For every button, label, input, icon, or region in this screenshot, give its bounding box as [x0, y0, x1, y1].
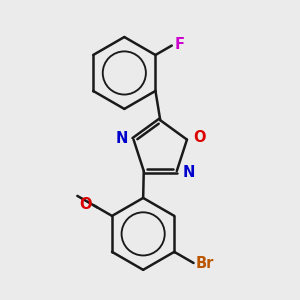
Text: Br: Br — [195, 256, 214, 271]
Text: O: O — [79, 197, 92, 212]
Text: N: N — [183, 164, 195, 179]
Text: O: O — [193, 130, 205, 146]
Text: N: N — [116, 131, 128, 146]
Text: F: F — [174, 38, 184, 52]
